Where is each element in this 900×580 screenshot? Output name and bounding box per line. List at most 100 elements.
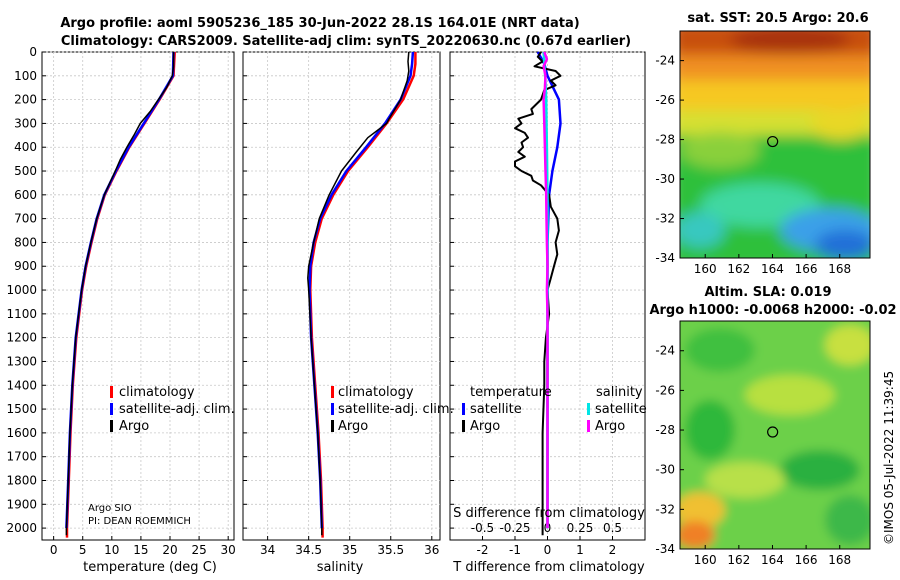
t-difference-xlabel: T difference from climatology (452, 560, 645, 575)
x-tick-label: 34.5 (295, 543, 322, 557)
y-tick-label: 1800 (6, 473, 37, 487)
map-y-tick-label: -34 (655, 542, 675, 556)
y-tick-label: 2000 (6, 521, 37, 535)
s-difference-xlabel: S difference from climatology (453, 506, 645, 521)
sla-map: 160 162 164 166 168 -24 -26 -28 -30 -32 -34 (655, 320, 871, 567)
salinity-legend: climatology satellite-adj. clim. Argo (331, 385, 454, 434)
x-tick-label: 30 (221, 543, 236, 557)
imos-timestamp: ©IMOS 05-Jul-2022 11:39:45 (882, 371, 896, 545)
x-tick-label: 0 (50, 543, 58, 557)
legend-swatch-climatology (110, 386, 113, 398)
legend-label: satellite-adj. clim. (338, 402, 454, 417)
title-line-1: Argo profile: aoml 5905236_185 30-Jun-20… (60, 16, 579, 31)
x-tick-label: 15 (133, 543, 148, 557)
y-tick-label: 1000 (6, 283, 37, 297)
x2-tick-label: 0.25 (567, 521, 594, 535)
salinity-panel: 34 34.5 35 35.5 36 (242, 51, 441, 557)
legend-label: Argo (119, 419, 149, 434)
map-y-tick-label: -32 (655, 502, 675, 516)
x2-tick-label: 0.5 (603, 521, 622, 535)
series-line-argo-temperature- (514, 51, 562, 536)
map-x-tick-label: 166 (795, 553, 818, 567)
sla-map-title-2: Argo h1000: -0.0068 h2000: -0.02 (649, 303, 896, 318)
map-y-tick-label: -24 (655, 54, 675, 68)
x-tick-label: 10 (104, 543, 119, 557)
sst-map-frame (679, 30, 871, 259)
legend-swatch-argo-temp (462, 420, 465, 432)
temperature-panel: 0100200300400500600700800900100011001200… (6, 45, 235, 557)
y-tick-label: 300 (14, 116, 37, 130)
legend-swatch-satellite-sal (587, 403, 590, 415)
map-x-tick-label: 162 (727, 262, 750, 276)
map-y-tick-label: -30 (655, 172, 675, 186)
legend-swatch-satellite (110, 403, 113, 415)
y-tick-label: 500 (14, 164, 37, 178)
y-tick-label: 100 (14, 69, 37, 83)
map-y-tick-label: -34 (655, 251, 675, 265)
legend-header-temperature: temperature (470, 385, 552, 400)
legend-swatch-argo (331, 420, 334, 432)
legend-label: satellite (470, 402, 522, 417)
map-x-tick-label: 164 (761, 553, 784, 567)
y-tick-label: 700 (14, 212, 37, 226)
y-tick-label: 1500 (6, 402, 37, 416)
sla-map-title-1: Altim. SLA: 0.019 (705, 285, 832, 300)
x2-tick-label: -0.5 (471, 521, 494, 535)
legend-label: Argo (470, 419, 500, 434)
legend-label: satellite-adj. clim. (119, 402, 235, 417)
legend-label: Argo (338, 419, 368, 434)
map-x-tick-label: 168 (828, 262, 851, 276)
legend-swatch-satellite-temp (462, 403, 465, 415)
legend-label: Argo (595, 419, 625, 434)
x-tick-label: 35 (342, 543, 357, 557)
x-tick-label: 34 (260, 543, 275, 557)
difference-legend: temperature salinity satellite Argo sate… (462, 385, 647, 434)
x-tick-label: 35.5 (377, 543, 404, 557)
legend-swatch-climatology (331, 386, 334, 398)
y-tick-label: 1100 (6, 307, 37, 321)
sst-map-title: sat. SST: 20.5 Argo: 20.6 (687, 11, 868, 26)
pi-institution: Argo SIO (88, 503, 132, 514)
x2-tick-label: -0.25 (499, 521, 530, 535)
series-line-argo-salinity- (542, 51, 549, 529)
sst-map: 160 162 164 166 168 -24 -26 -28 -30 -32 -34 (655, 30, 871, 276)
x-tick-label: 5 (79, 543, 87, 557)
y-tick-label: 900 (14, 259, 37, 273)
x-tick-label: -1 (509, 543, 521, 557)
y-tick-label: 400 (14, 140, 37, 154)
y-tick-label: 1700 (6, 450, 37, 464)
map-x-tick-label: 168 (828, 553, 851, 567)
map-y-tick-label: -26 (655, 93, 675, 107)
argo-position-marker (767, 135, 779, 148)
series-line-argo (307, 51, 410, 536)
map-x-tick-label: 160 (694, 553, 717, 567)
map-y-tick-label: -28 (655, 133, 675, 147)
map-x-tick-label: 164 (761, 262, 784, 276)
map-x-tick-label: 166 (795, 262, 818, 276)
y-tick-label: 1400 (6, 378, 37, 392)
map-y-tick-label: -30 (655, 463, 675, 477)
legend-label: satellite (595, 402, 647, 417)
x-tick-label: 2 (609, 543, 617, 557)
pi-name: PI: DEAN ROEMMICH (88, 516, 191, 527)
x-tick-label: 36 (424, 543, 439, 557)
y-tick-label: 800 (14, 235, 37, 249)
map-y-tick-label: -28 (655, 423, 675, 437)
map-x-tick-label: 162 (727, 553, 750, 567)
legend-swatch-satellite (331, 403, 334, 415)
y-tick-label: 1200 (6, 331, 37, 345)
temperature-legend: climatology satellite-adj. clim. Argo (110, 385, 235, 434)
x-tick-label: 1 (576, 543, 584, 557)
argo-position-marker (767, 426, 779, 438)
series-line-argo (65, 52, 175, 536)
temperature-xlabel: temperature (deg C) (83, 560, 217, 575)
y-tick-label: 0 (29, 45, 37, 59)
salinity-xlabel: salinity (317, 560, 364, 575)
x-tick-label: 25 (191, 543, 206, 557)
plot-frame (41, 51, 235, 541)
map-y-tick-label: -32 (655, 212, 675, 226)
x-tick-label: 0 (544, 543, 552, 557)
difference-panel: -2 -1 0 1 2-0.5 -0.25 0 0.25 0.5 (449, 51, 646, 557)
legend-swatch-argo (110, 420, 113, 432)
